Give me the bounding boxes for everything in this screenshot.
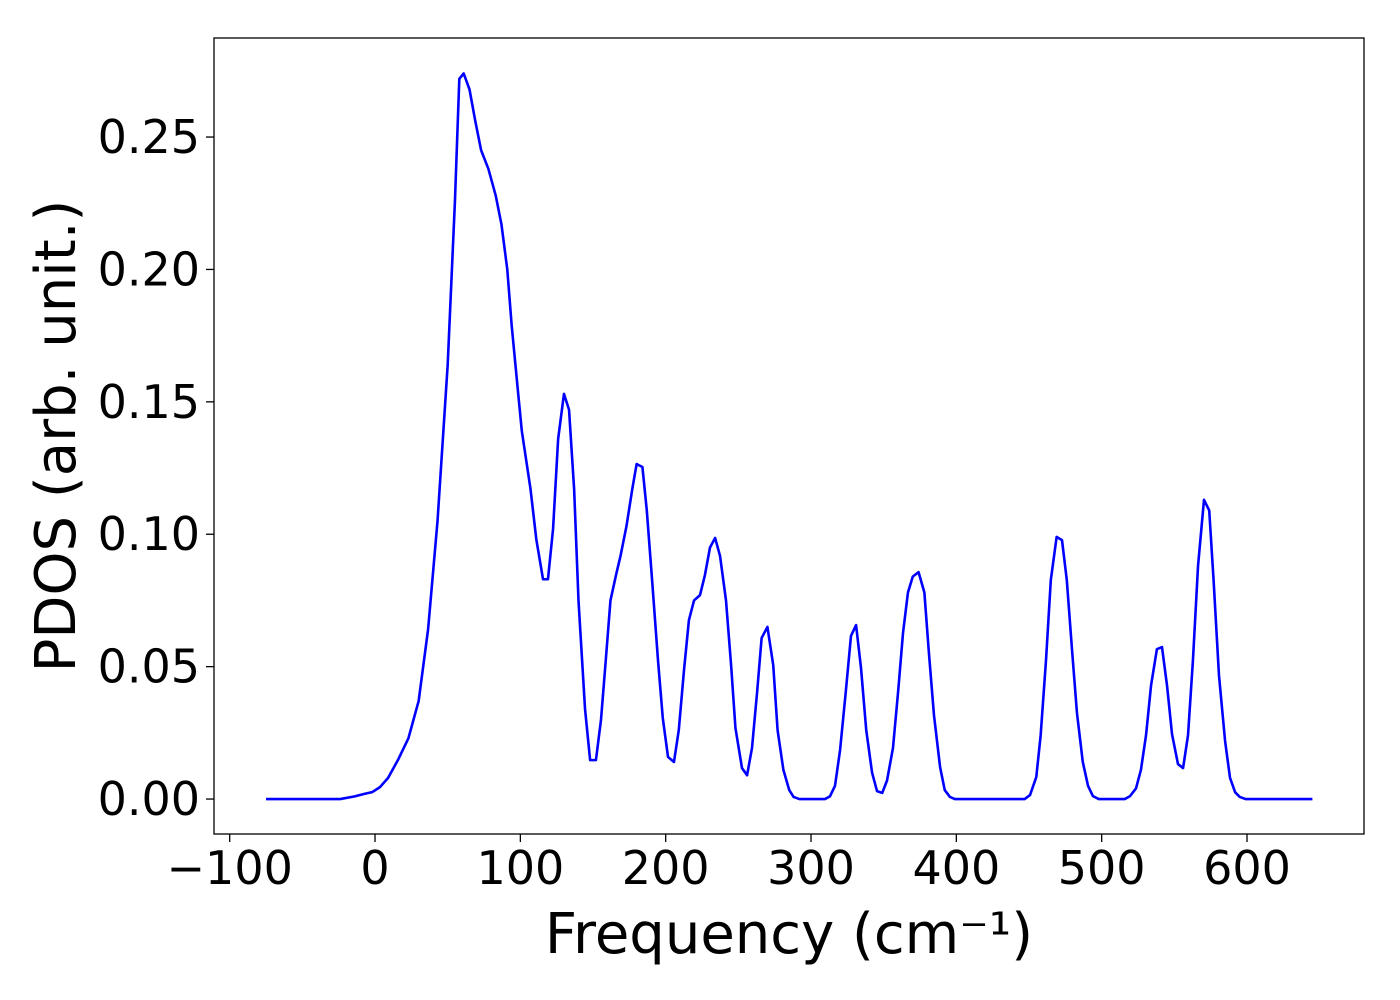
x-tick-label: 100	[476, 841, 564, 895]
plot-frame	[213, 37, 1365, 835]
x-tick-label: 200	[622, 841, 710, 895]
y-tick-label: 0.05	[98, 640, 200, 694]
x-axis-label: Frequency (cm⁻¹)	[545, 902, 1033, 967]
y-tick-label: 0.00	[98, 772, 200, 826]
data-line	[266, 72, 1313, 801]
x-tick-label: 300	[767, 841, 855, 895]
y-tick-label: 0.10	[98, 507, 200, 561]
x-tick-label: 0	[360, 841, 389, 895]
y-tick-label: 0.20	[98, 242, 200, 296]
y-tick-label: 0.25	[98, 110, 200, 164]
x-tick-label: −100	[167, 841, 293, 895]
x-tick-label: 600	[1203, 841, 1291, 895]
y-tick-label: 0.15	[98, 375, 200, 429]
y-axis-label: PDOS (arb. unit.)	[24, 200, 89, 673]
x-tick-label: 500	[1058, 841, 1146, 895]
x-tick-label: 400	[912, 841, 1000, 895]
